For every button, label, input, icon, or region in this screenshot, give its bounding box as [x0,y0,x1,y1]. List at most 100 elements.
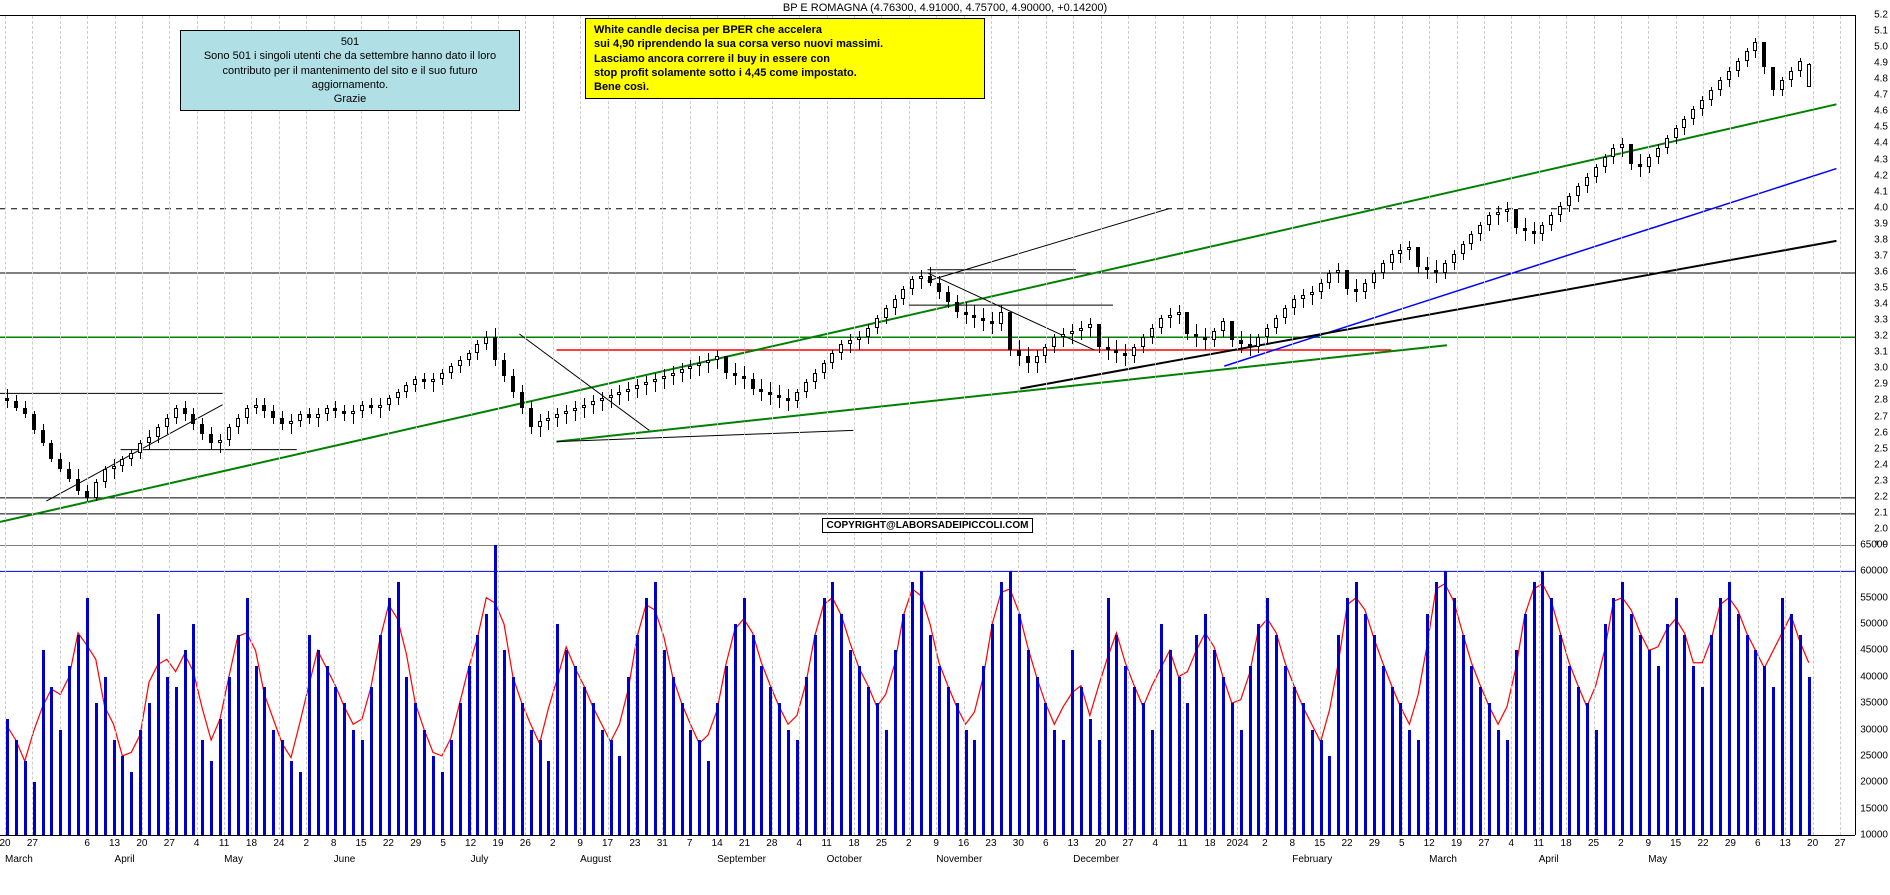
volume-bar [849,650,852,835]
candle-body [662,376,666,379]
candle-body [1461,244,1465,254]
y-tick-price: 4.7 [1874,90,1888,101]
volume-bar [1213,650,1216,835]
candle-body [1611,148,1615,158]
y-tick-volume: 25000 [1860,750,1888,761]
y-tick-price: 2.8 [1874,395,1888,406]
candle-body [617,392,621,395]
x-tick-day: 7 [687,838,693,849]
volume-bar [317,650,320,835]
candle-body [609,395,613,398]
candle-wick [566,405,567,424]
candle-body [591,401,595,404]
candle-body [1123,353,1127,356]
vgrid [580,545,581,835]
y-tick-price: 2.1 [1874,507,1888,518]
volume-bar [654,582,657,835]
volume-bar [1666,624,1669,835]
candle-body [1194,334,1198,337]
candle-body [1434,270,1438,273]
vgrid [1511,545,1512,835]
volume-bar [1683,635,1686,835]
volume-bar [166,677,169,835]
candle-wick [1090,318,1091,337]
volume-bar [219,719,222,835]
candle-body [893,299,897,309]
volume-chart [0,545,1855,835]
y-tick-price: 2.6 [1874,427,1888,438]
volume-bar [911,582,914,835]
volume-bar [485,614,488,835]
candle-body [1177,312,1181,315]
volume-bar [1018,614,1021,835]
volume-bar [1577,687,1580,835]
candle-body [262,405,266,411]
vgrid [169,16,170,545]
candle-wick [575,401,576,420]
volume-bar [583,687,586,835]
volume-bar [476,635,479,835]
volume-bar [574,666,577,835]
candle-body [14,401,18,407]
volume-bar [991,624,994,835]
volume-bar [672,677,675,835]
volume-bar [299,772,302,835]
volume-bar [689,730,692,835]
volume-bar [290,761,293,835]
y-tick-price: 5.1 [1874,26,1888,37]
volume-bar [1488,703,1491,835]
candle-body [1674,128,1678,138]
vgrid [498,545,499,835]
candle-body [1771,67,1775,89]
candle-body [307,414,311,417]
candle-wick [611,389,612,408]
x-tick-day: 2 [906,838,912,849]
volume-bar [104,677,107,835]
volume-bar [33,782,36,835]
candle-body [1700,100,1704,110]
vgrid [1840,545,1841,835]
x-tick-day: 8 [1289,838,1295,849]
x-tick-month: October [827,854,863,865]
y-tick-price: 3.4 [1874,299,1888,310]
volume-bar [370,687,373,835]
volume-bar [1586,703,1589,835]
y-tick-price: 4.1 [1874,186,1888,197]
volume-bar [1630,614,1633,835]
candle-wick [673,366,674,385]
vgrid [1676,16,1677,545]
vgrid [471,545,472,835]
volume-bar [752,635,755,835]
x-tick-day: 27 [1122,838,1133,849]
candle-body [1682,119,1686,129]
y-tick-volume: 50000 [1860,619,1888,630]
candle-body [724,356,728,372]
candle-body [768,392,772,395]
vgrid [1594,16,1595,545]
candle-body [715,356,719,359]
x-tick-day: 28 [766,838,777,849]
x-tick-day: 22 [383,838,394,849]
vgrid [1785,16,1786,545]
volume-bar [982,666,985,835]
y-tick-volume: 35000 [1860,698,1888,709]
candle-wick [1409,241,1410,260]
volume-bar [610,740,613,835]
volume-bar [50,687,53,835]
x-tick-day: 4 [194,838,200,849]
x-tick-month: March [5,854,33,865]
volume-bar [468,666,471,835]
candle-body [1629,144,1633,163]
candle-body [795,392,799,402]
vgrid [1621,16,1622,545]
candle-wick [708,353,709,372]
candle-body [511,376,515,392]
volume-bar [1639,635,1642,835]
volume-bar [15,740,18,835]
volume-bar [441,772,444,835]
x-tick-day: 27 [27,838,38,849]
volume-bar [68,666,71,835]
candle-body [981,318,985,321]
volume-bar [281,740,284,835]
y-tick-price: 3.2 [1874,331,1888,342]
